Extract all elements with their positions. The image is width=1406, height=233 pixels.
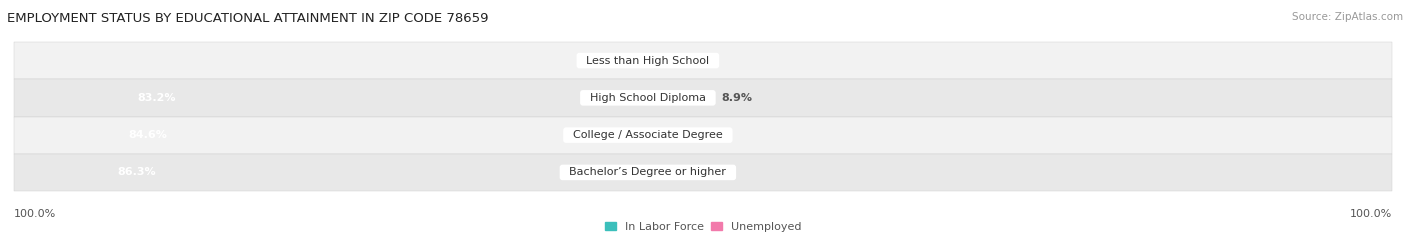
Text: Less than High School: Less than High School: [579, 56, 717, 65]
Text: 8.9%: 8.9%: [721, 93, 752, 103]
Text: 0.0%: 0.0%: [610, 56, 641, 65]
Text: 3.6%: 3.6%: [682, 130, 713, 140]
FancyBboxPatch shape: [643, 86, 720, 110]
Text: EMPLOYMENT STATUS BY EDUCATIONAL ATTAINMENT IN ZIP CODE 78659: EMPLOYMENT STATUS BY EDUCATIONAL ATTAINM…: [7, 12, 488, 25]
Text: Bachelor’s Degree or higher: Bachelor’s Degree or higher: [562, 168, 734, 177]
Text: 0.0%: 0.0%: [655, 56, 686, 65]
Text: 86.3%: 86.3%: [118, 168, 156, 177]
Text: College / Associate Degree: College / Associate Degree: [567, 130, 730, 140]
Text: 0.0%: 0.0%: [655, 168, 686, 177]
FancyBboxPatch shape: [69, 123, 690, 147]
Text: High School Diploma: High School Diploma: [583, 93, 713, 103]
FancyBboxPatch shape: [645, 123, 676, 147]
Text: 100.0%: 100.0%: [1350, 209, 1392, 219]
Legend: In Labor Force, Unemployed: In Labor Force, Unemployed: [605, 222, 801, 232]
Text: 100.0%: 100.0%: [14, 209, 56, 219]
FancyBboxPatch shape: [58, 161, 692, 184]
FancyBboxPatch shape: [79, 86, 690, 110]
Text: 83.2%: 83.2%: [138, 93, 176, 103]
Text: 84.6%: 84.6%: [128, 130, 167, 140]
Text: Source: ZipAtlas.com: Source: ZipAtlas.com: [1292, 12, 1403, 22]
